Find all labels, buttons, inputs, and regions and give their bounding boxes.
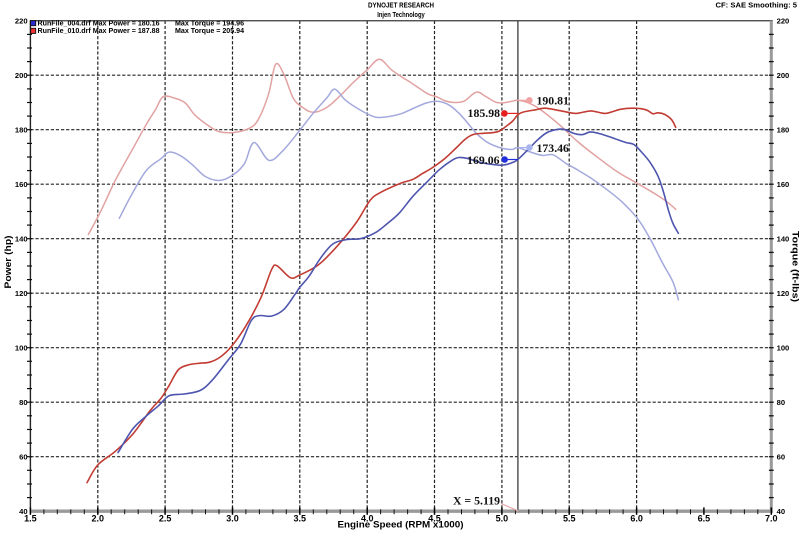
- svg-text:DYNOJET RESEARCH: DYNOJET RESEARCH: [368, 1, 434, 10]
- svg-text:3.0: 3.0: [226, 514, 239, 524]
- svg-text:Engine Speed (RPM x1000): Engine Speed (RPM x1000): [338, 519, 464, 530]
- svg-text:169.06: 169.06: [467, 153, 500, 167]
- svg-text:40: 40: [19, 507, 27, 516]
- svg-text:173.46: 173.46: [537, 141, 570, 155]
- svg-text:RunFile_010.drf Max Power = 18: RunFile_010.drf Max Power = 187.88: [38, 27, 160, 35]
- svg-text:Torque (ft-lbs): Torque (ft-lbs): [791, 231, 800, 302]
- svg-text:RunFile_004.drf Max Power = 18: RunFile_004.drf Max Power = 180.16: [38, 19, 160, 27]
- svg-text:4.0: 4.0: [361, 514, 374, 524]
- svg-text:185.98: 185.98: [468, 106, 501, 120]
- svg-text:220: 220: [777, 16, 790, 25]
- svg-text:160: 160: [15, 180, 28, 189]
- svg-text:7.0: 7.0: [765, 514, 778, 524]
- svg-text:1.5: 1.5: [24, 514, 37, 524]
- svg-text:2.0: 2.0: [92, 514, 105, 524]
- svg-text:3.5: 3.5: [294, 514, 307, 524]
- svg-text:60: 60: [777, 452, 785, 461]
- svg-text:2.5: 2.5: [159, 514, 172, 524]
- svg-text:Injen Technology: Injen Technology: [377, 10, 425, 19]
- svg-text:190.81: 190.81: [537, 93, 570, 107]
- svg-text:180: 180: [15, 125, 28, 134]
- svg-text:Power (hp): Power (hp): [3, 235, 13, 288]
- svg-text:CF: SAE Smoothing: 5: CF: SAE Smoothing: 5: [716, 1, 798, 10]
- svg-text:140: 140: [15, 234, 28, 243]
- svg-text:100: 100: [777, 343, 790, 352]
- svg-text:220: 220: [15, 16, 28, 25]
- svg-text:Max Torque = 205.94: Max Torque = 205.94: [175, 27, 244, 35]
- svg-text:X = 5.119: X = 5.119: [453, 493, 500, 507]
- svg-text:80: 80: [777, 398, 785, 407]
- svg-text:5.0: 5.0: [496, 514, 509, 524]
- svg-text:80: 80: [19, 398, 27, 407]
- svg-text:100: 100: [15, 343, 28, 352]
- svg-text:200: 200: [15, 71, 28, 80]
- svg-text:120: 120: [15, 289, 28, 298]
- svg-text:120: 120: [777, 289, 790, 298]
- svg-text:6.5: 6.5: [698, 514, 711, 524]
- svg-text:Max Torque = 194.96: Max Torque = 194.96: [175, 19, 244, 27]
- svg-text:4.5: 4.5: [428, 514, 441, 524]
- svg-text:5.5: 5.5: [563, 514, 576, 524]
- svg-text:40: 40: [777, 507, 785, 516]
- svg-text:160: 160: [777, 180, 790, 189]
- svg-text:60: 60: [19, 452, 27, 461]
- svg-text:200: 200: [777, 71, 790, 80]
- svg-text:180: 180: [777, 125, 790, 134]
- svg-text:6.0: 6.0: [630, 514, 643, 524]
- svg-text:140: 140: [777, 234, 790, 243]
